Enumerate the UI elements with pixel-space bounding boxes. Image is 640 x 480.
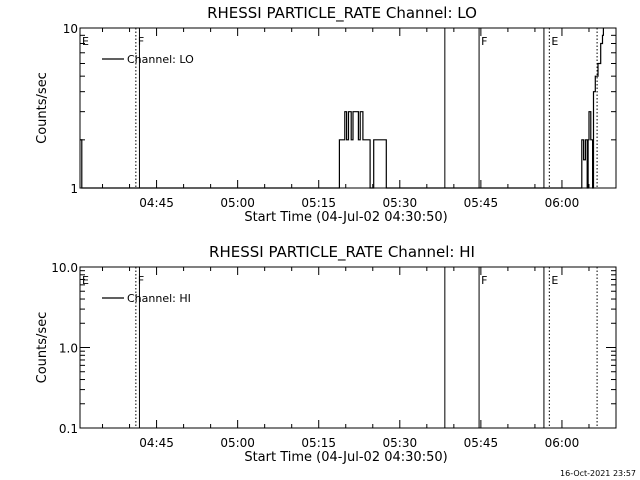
event-marker-label: F xyxy=(138,35,144,48)
event-marker-label: F xyxy=(481,35,487,48)
x-axis-label: Start Time (04-Jul-02 04:30:50) xyxy=(244,450,447,465)
series-line-lo xyxy=(80,28,604,189)
x-tick-label: 05:45 xyxy=(464,436,499,450)
x-tick-label: 05:15 xyxy=(301,196,336,210)
chart-panel-lo: RHESSI PARTICLE_RATE Channel: LO Start Ti… xyxy=(35,4,617,225)
y-axis-label: Counts/sec xyxy=(35,312,50,384)
x-axis-label: Start Time (04-Jul-02 04:30:50) xyxy=(244,210,447,225)
legend-entry: Channel: LO xyxy=(127,53,194,66)
y-tick-label: 10 xyxy=(63,22,78,36)
chart-panel-hi: RHESSI PARTICLE_RATE Channel: HI Start Ti… xyxy=(35,243,617,465)
chart-title: RHESSI PARTICLE_RATE Channel: LO xyxy=(207,4,477,23)
y-tick-label: 10.0 xyxy=(51,261,78,275)
event-marker-label: E xyxy=(82,35,89,48)
x-tick-label: 06:00 xyxy=(545,436,580,450)
y-tick-label: 1.0 xyxy=(59,342,78,356)
y-tick-label: 1 xyxy=(70,182,78,196)
y-tick-label: 0.1 xyxy=(59,422,78,436)
x-tick-label: 04:45 xyxy=(139,196,174,210)
event-marker-label: E xyxy=(551,274,558,287)
event-marker-label: F xyxy=(138,274,144,287)
x-tick-label: 05:00 xyxy=(220,196,255,210)
event-marker-label: E xyxy=(82,274,89,287)
event-marker-label: F xyxy=(481,274,487,287)
x-tick-label: 05:15 xyxy=(301,436,336,450)
legend-entry: Channel: HI xyxy=(127,292,191,305)
footer-timestamp: 16-Oct-2021 23:57 xyxy=(560,469,636,478)
y-axis-label: Counts/sec xyxy=(35,72,50,144)
x-tick-label: 05:00 xyxy=(220,436,255,450)
event-marker-label: E xyxy=(551,35,558,48)
plot-frame xyxy=(79,27,617,189)
x-tick-label: 05:45 xyxy=(464,196,499,210)
x-tick-label: 05:30 xyxy=(383,196,418,210)
x-tick-label: 04:45 xyxy=(139,436,174,450)
x-tick-label: 05:30 xyxy=(383,436,418,450)
chart-title: RHESSI PARTICLE_RATE Channel: HI xyxy=(209,243,475,262)
x-tick-label: 06:00 xyxy=(545,196,580,210)
